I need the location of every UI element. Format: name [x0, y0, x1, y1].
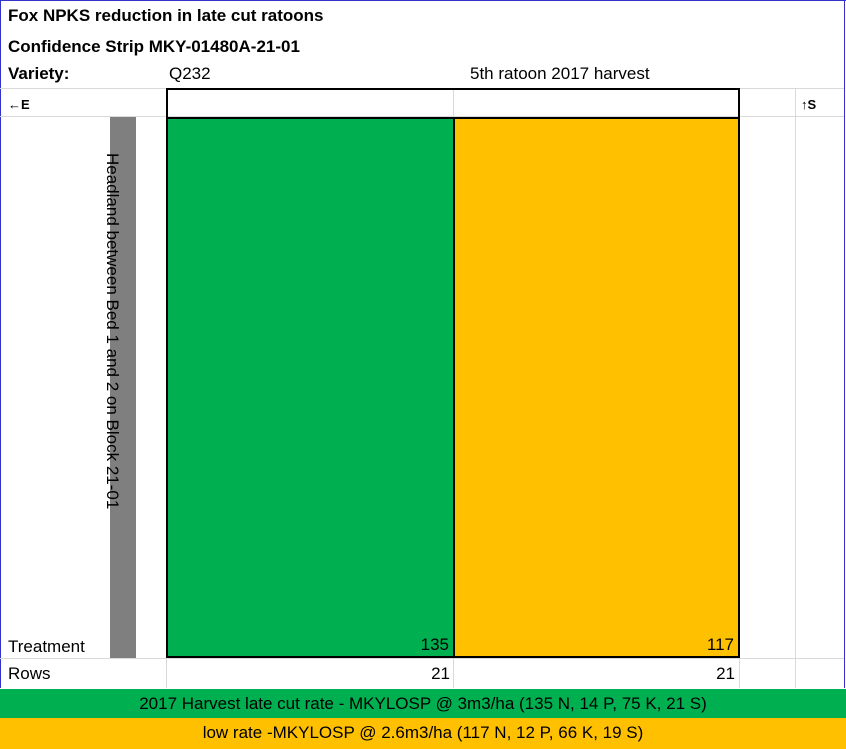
plot-1-rows: 21	[431, 664, 450, 683]
sheet-top-border	[0, 0, 846, 1]
grid-line	[0, 116, 844, 117]
plot-2-treatment: 117	[706, 635, 734, 654]
plot-2: 117	[453, 117, 740, 658]
rows-label: Rows	[8, 664, 51, 683]
harvest-label: 5th ratoon 2017 harvest	[470, 64, 650, 83]
sheet-right-border	[844, 0, 845, 688]
legend-low-rate-text: low rate -MKYLOSP @ 2.6m3/ha (117 N, 12 …	[202, 723, 644, 742]
title-line-1: Fox NPKS reduction in late cut ratoons	[8, 6, 324, 25]
variety-label: Variety:	[8, 64, 70, 83]
headland-label: Headland between Bed 1 and 2 on Block 21…	[103, 153, 122, 510]
plot-1-treatment: 135	[420, 635, 449, 654]
variety-value: Q232	[169, 64, 211, 83]
legend-high-rate-text: 2017 Harvest late cut rate - MKYLOSP @ 3…	[139, 694, 707, 713]
legend-high-rate: 2017 Harvest late cut rate - MKYLOSP @ 3…	[0, 689, 846, 718]
plot-2-rows: 21	[716, 664, 735, 683]
plot-header-strip	[166, 88, 740, 118]
title-line-2: Confidence Strip MKY-01480A-21-01	[8, 37, 300, 56]
sheet-left-border	[0, 0, 1, 688]
south-marker: ↑S	[801, 97, 817, 112]
grid-line	[0, 658, 844, 659]
plot-header-top-border	[166, 88, 740, 90]
plot-1: 135	[166, 117, 455, 658]
grid-line	[795, 88, 796, 688]
headland-bar: Headland between Bed 1 and 2 on Block 21…	[103, 117, 136, 658]
legend-low-rate: low rate -MKYLOSP @ 2.6m3/ha (117 N, 12 …	[0, 718, 846, 749]
treatment-label: Treatment	[8, 637, 85, 656]
east-marker: ←E	[8, 97, 30, 112]
